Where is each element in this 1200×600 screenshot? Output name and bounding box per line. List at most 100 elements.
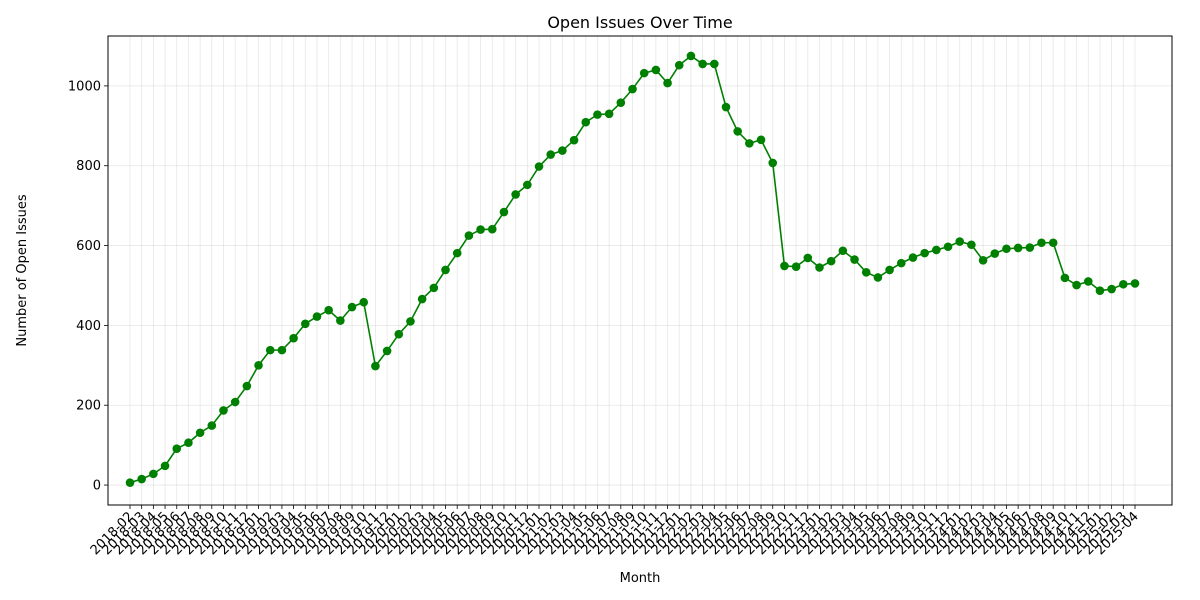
data-point bbox=[1048, 238, 1058, 248]
data-point bbox=[172, 444, 182, 454]
data-point bbox=[1037, 238, 1046, 248]
data-point bbox=[394, 329, 404, 339]
data-point bbox=[791, 262, 801, 272]
data-point bbox=[441, 265, 450, 275]
data-point bbox=[324, 305, 333, 315]
data-point bbox=[336, 316, 345, 325]
data-point bbox=[347, 302, 357, 312]
x-axis-title: Month bbox=[620, 571, 661, 586]
data-point bbox=[745, 139, 754, 148]
data-point bbox=[780, 261, 789, 271]
data-point bbox=[908, 253, 918, 262]
data-point bbox=[838, 246, 848, 256]
y-axis-title: Number of Open Issues bbox=[15, 194, 30, 346]
data-point bbox=[569, 135, 579, 145]
y-tick-label: 1000 bbox=[68, 79, 101, 94]
y-tick-label: 0 bbox=[93, 479, 101, 494]
data-point bbox=[406, 317, 415, 326]
data-point bbox=[125, 478, 135, 487]
data-point bbox=[593, 110, 602, 119]
data-point bbox=[511, 190, 520, 199]
data-point bbox=[265, 345, 275, 355]
data-point bbox=[604, 109, 614, 119]
data-point bbox=[686, 51, 696, 61]
data-point bbox=[1119, 279, 1128, 289]
data-point bbox=[978, 256, 988, 265]
data-point bbox=[184, 438, 193, 448]
data-point bbox=[873, 273, 883, 282]
data-point bbox=[534, 162, 544, 171]
data-point bbox=[277, 345, 287, 355]
y-tick-label: 400 bbox=[76, 319, 101, 334]
data-point bbox=[230, 397, 240, 407]
data-point bbox=[464, 231, 474, 240]
data-point bbox=[861, 267, 871, 277]
data-point bbox=[1002, 244, 1011, 254]
data-point bbox=[523, 180, 532, 190]
data-point bbox=[698, 59, 707, 69]
data-point bbox=[990, 249, 1000, 258]
data-point bbox=[1060, 273, 1070, 283]
data-point bbox=[1095, 286, 1105, 295]
data-point bbox=[242, 381, 252, 391]
data-point bbox=[160, 461, 170, 471]
data-point bbox=[967, 240, 976, 250]
data-point bbox=[581, 117, 591, 127]
grid-lines bbox=[108, 36, 1172, 505]
data-point bbox=[721, 102, 731, 112]
data-point bbox=[149, 469, 158, 479]
data-point bbox=[312, 312, 322, 321]
y-tick-label: 600 bbox=[76, 239, 101, 254]
data-point bbox=[476, 225, 485, 234]
series-line bbox=[125, 51, 1140, 487]
data-point bbox=[1072, 280, 1081, 290]
data-point bbox=[1130, 279, 1140, 288]
data-point bbox=[1025, 243, 1035, 252]
data-point bbox=[663, 78, 672, 88]
y-tick-label: 800 bbox=[76, 159, 101, 174]
data-point bbox=[955, 237, 965, 246]
data-point bbox=[254, 360, 263, 370]
data-point bbox=[850, 255, 859, 264]
data-point bbox=[803, 253, 813, 263]
data-point bbox=[815, 263, 824, 272]
data-point bbox=[546, 150, 555, 159]
data-point bbox=[896, 258, 906, 268]
data-point bbox=[289, 333, 298, 343]
data-point bbox=[651, 65, 661, 75]
data-point bbox=[558, 146, 567, 155]
data-point bbox=[487, 224, 497, 234]
data-point bbox=[826, 256, 836, 266]
data-point bbox=[499, 207, 509, 217]
data-point bbox=[616, 98, 626, 107]
data-point bbox=[417, 294, 427, 304]
data-point bbox=[733, 127, 742, 136]
chart-title: Open Issues Over Time bbox=[547, 13, 732, 32]
data-point bbox=[768, 158, 778, 168]
data-point bbox=[639, 68, 649, 78]
data-point bbox=[885, 265, 894, 275]
data-point bbox=[710, 59, 719, 69]
data-point bbox=[628, 84, 637, 94]
data-point bbox=[920, 248, 929, 258]
data-point bbox=[452, 248, 462, 258]
data-point bbox=[943, 242, 953, 252]
data-point bbox=[1107, 284, 1116, 294]
x-axis: 2018-022018-032018-042018-052018-062018-… bbox=[88, 505, 1142, 558]
data-point bbox=[300, 319, 310, 329]
data-point bbox=[932, 245, 941, 255]
data-point bbox=[756, 135, 766, 145]
data-point bbox=[219, 406, 228, 415]
plot-area-frame bbox=[107, 35, 1173, 506]
data-point bbox=[429, 283, 439, 293]
data-point bbox=[1083, 277, 1093, 286]
data-point bbox=[195, 428, 205, 438]
data-point bbox=[382, 346, 392, 356]
data-point bbox=[137, 474, 146, 484]
y-tick-label: 200 bbox=[76, 399, 101, 414]
data-point bbox=[371, 361, 380, 371]
data-point bbox=[1013, 243, 1023, 253]
data-point bbox=[674, 60, 684, 70]
